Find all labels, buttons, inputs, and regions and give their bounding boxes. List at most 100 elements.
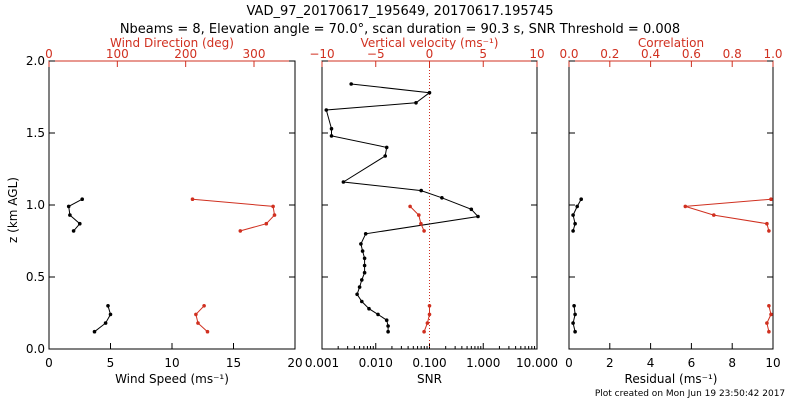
data-point <box>440 196 444 200</box>
top-tick-label: 1.0 <box>763 47 782 61</box>
data-point <box>360 249 365 253</box>
data-point <box>573 221 577 226</box>
panel-residual: 0 2 4 6 8 10 Residual (ms⁻¹) 0.0 0.2 0.4 0.6 0.8 1.0… <box>559 36 782 386</box>
top-tick-label: 5 <box>479 47 487 61</box>
x-tick-label: 10 <box>765 356 780 370</box>
data-point <box>362 270 367 275</box>
data-point <box>92 329 97 334</box>
chart-subtitle: Nbeams = 8, Elevation angle = 70.0°, sca… <box>120 22 680 37</box>
top-tick-label: 0 <box>45 47 53 61</box>
chart-title: VAD_97_20170617_195649, 20170617.195745 <box>247 4 554 19</box>
data-point <box>419 188 424 193</box>
data-point <box>425 321 430 325</box>
x-tick-label: 20 <box>287 356 302 370</box>
panel-snr: 0.001 0.010 0.100 1.000 10.000 SNR −10 −5 0 5 10 Ve… <box>305 36 558 386</box>
data-point <box>417 213 421 217</box>
data-point <box>419 221 423 226</box>
data-point <box>769 312 773 317</box>
data-point <box>349 82 354 86</box>
x-tick-label: 10 <box>164 356 179 370</box>
data-point <box>767 229 771 233</box>
y-tick-label: 1.0 <box>26 198 45 212</box>
data-point <box>359 242 363 246</box>
data-point <box>427 312 432 317</box>
data-point <box>712 213 716 217</box>
data-point <box>68 213 72 217</box>
data-point <box>765 321 769 325</box>
top-axis-label: Correlation <box>638 36 704 50</box>
data-point <box>190 197 195 201</box>
y-tick-label: 2.0 <box>26 54 45 68</box>
data-point <box>106 304 110 308</box>
data-point <box>329 126 334 131</box>
top-tick-label: 0.8 <box>723 47 742 61</box>
data-point <box>71 229 76 233</box>
data-point <box>422 329 426 334</box>
x-axis-label: Residual (ms⁻¹) <box>625 372 718 386</box>
x-tick-label: 0.001 <box>305 356 339 370</box>
top-tick-label: 0.4 <box>641 47 660 61</box>
data-point <box>205 329 210 334</box>
data-point <box>238 229 243 233</box>
data-point <box>571 321 575 325</box>
y-tick-label: 0.5 <box>26 270 45 284</box>
x-tick-label: 0 <box>565 356 573 370</box>
x-tick-label: 0.010 <box>359 356 393 370</box>
series-line-red <box>192 198 276 232</box>
data-point <box>573 312 577 317</box>
data-point <box>324 108 329 112</box>
x-tick-label: 8 <box>728 356 736 370</box>
data-point <box>767 304 771 308</box>
data-point <box>386 324 390 328</box>
data-point <box>683 204 688 209</box>
x-tick-label: 2 <box>606 356 614 370</box>
plot-created-note: Plot created on Mon Jun 19 23:50:42 2017 <box>595 389 785 399</box>
data-point <box>196 321 200 325</box>
data-point <box>341 180 346 184</box>
x-tick-label: 10.000 <box>516 356 558 370</box>
data-point <box>272 213 277 217</box>
data-point <box>422 229 426 233</box>
data-point <box>384 145 389 150</box>
series-line-black <box>325 83 480 332</box>
data-point <box>108 312 113 317</box>
data-point <box>360 278 364 282</box>
series-line-red <box>423 305 430 332</box>
data-point <box>769 197 773 201</box>
data-point <box>573 329 577 334</box>
top-tick-label: 0.6 <box>682 47 701 61</box>
plot-frame <box>568 60 774 350</box>
y-axis-label: z (km AGL) <box>6 177 20 243</box>
x-tick-label: 5 <box>107 356 115 370</box>
data-point <box>767 329 771 334</box>
x-axis-label: SNR <box>417 372 442 386</box>
data-point <box>575 204 579 209</box>
series-line-red <box>685 198 772 232</box>
x-tick-label: 1.000 <box>466 356 500 370</box>
data-point <box>202 304 206 308</box>
data-point <box>414 101 418 105</box>
data-point <box>264 221 269 226</box>
top-tick-label: 300 <box>243 47 266 61</box>
data-point <box>571 213 575 217</box>
series-line-black <box>94 305 112 333</box>
top-tick-label: 10 <box>529 47 544 61</box>
data-point <box>376 312 380 317</box>
x-tick-label: 0 <box>45 356 53 370</box>
top-tick-label: 200 <box>174 47 197 61</box>
data-point <box>103 321 108 325</box>
top-tick-label: 100 <box>106 47 129 61</box>
data-point <box>362 256 367 261</box>
data-point <box>571 229 575 233</box>
x-tick-label: 6 <box>688 356 696 370</box>
data-point <box>66 204 71 209</box>
top-axis-label: Vertical velocity (ms⁻¹) <box>361 36 499 50</box>
series-line-red <box>409 206 425 232</box>
series-line-red <box>766 305 772 332</box>
data-point <box>367 306 371 311</box>
data-point <box>194 312 198 317</box>
data-point <box>427 304 432 308</box>
panel-wind: 0 5 10 15 20 Wind Speed (ms⁻¹) 0 100 200 300 Wind … <box>26 36 303 386</box>
data-point <box>383 154 388 158</box>
data-point <box>469 207 474 212</box>
